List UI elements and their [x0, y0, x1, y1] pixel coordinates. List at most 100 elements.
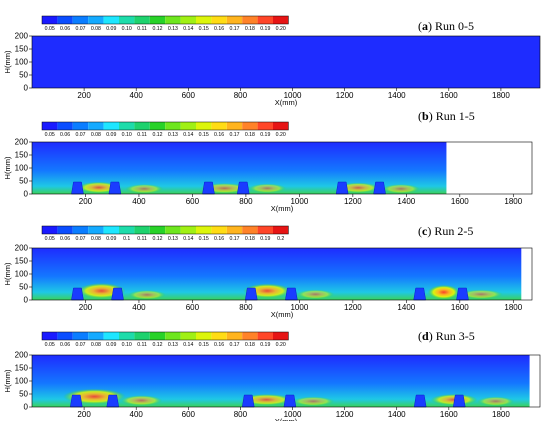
- colorbar-swatch: [165, 226, 181, 234]
- colorbar-tick-label: 0.16: [214, 342, 224, 348]
- y-tick-label: 200: [15, 244, 29, 253]
- colorbar-swatch: [242, 122, 258, 130]
- colorbar-tick-label: 0.15: [199, 132, 209, 138]
- colorbar-tick-label: 0.17: [229, 132, 239, 138]
- obstacle-marker: [111, 287, 124, 301]
- colorbar-tick-label: 0.08: [91, 342, 101, 348]
- colorbar-tick-label: 0.20: [276, 342, 286, 348]
- colorbar-tick-label: 0.19: [260, 236, 270, 242]
- colorbar-swatch: [72, 16, 89, 24]
- colorbar-tick-label: 0.17: [229, 26, 239, 32]
- colorbar-swatch: [226, 16, 243, 24]
- obstacle-marker: [69, 394, 83, 408]
- colorbar-tick-label: 0.19: [260, 26, 270, 32]
- colorbar-tick-label: 0.16: [214, 132, 224, 138]
- colorbar-swatch: [273, 226, 289, 234]
- obstacle-marker: [285, 287, 298, 301]
- x-tick-label: 1600: [451, 197, 469, 206]
- colorbar-swatch: [273, 332, 289, 340]
- colorbar-tick-label: 0.09: [106, 342, 116, 348]
- colorbar-swatch: [119, 122, 135, 130]
- colorbar-swatch: [149, 122, 166, 130]
- x-tick-label: 1600: [451, 303, 469, 312]
- colorbar-tick-label: 0.15: [199, 342, 209, 348]
- colorbar-tick-label: 0.11: [137, 342, 147, 348]
- x-axis-label: X(mm): [271, 204, 294, 213]
- colorbar-swatch: [242, 332, 258, 340]
- x-tick-label: 1000: [284, 410, 302, 419]
- x-axis-label: X(mm): [271, 310, 294, 319]
- colorbar-swatch: [134, 122, 150, 130]
- colorbar-swatch: [196, 16, 212, 24]
- y-tick-label: 50: [19, 283, 28, 292]
- obstacle-marker: [236, 181, 250, 195]
- colorbar-swatch: [42, 16, 58, 24]
- x-axis-label: X(mm): [275, 417, 298, 421]
- colorbar-tick-label: 0.05: [45, 236, 55, 242]
- obstacle-marker: [71, 287, 84, 301]
- y-axis-label: H(mm): [3, 369, 12, 392]
- obstacle-marker: [241, 394, 255, 408]
- y-axis-label: H(mm): [3, 156, 12, 179]
- colorbar-swatch: [88, 332, 104, 340]
- colorbar-tick-label: 0.08: [91, 132, 101, 138]
- colorbar-tick-label: 0.14: [183, 342, 193, 348]
- obstacle-marker: [244, 287, 258, 301]
- x-tick-label: 800: [234, 410, 248, 419]
- colorbar-swatch: [180, 16, 196, 24]
- obstacle-marker: [283, 394, 297, 408]
- obstacle-marker: [108, 181, 122, 195]
- hotspot: [430, 394, 478, 406]
- x-tick-label: 600: [186, 303, 200, 312]
- colorbar-swatch: [180, 226, 196, 234]
- x-tick-label: 200: [77, 410, 91, 419]
- panel-d: 0.05 0.06 0.07 0.08 0.09 0.10 0.11 0.12 0.13 0.14…: [3, 329, 541, 421]
- y-tick-label: 100: [15, 270, 29, 279]
- x-tick-label: 800: [239, 303, 253, 312]
- colorbar-swatch: [180, 332, 196, 340]
- panel-title: (d) Run 3-5: [418, 329, 475, 343]
- colorbar-swatch: [88, 16, 104, 24]
- colorbar-tick-label: 0.12: [152, 26, 162, 32]
- obstacle-marker: [335, 181, 349, 195]
- y-tick-label: 200: [15, 138, 29, 147]
- y-tick-label: 150: [15, 45, 29, 54]
- hotspot: [120, 395, 163, 406]
- colorbar-tick-label: 0.13: [168, 26, 178, 32]
- colorbar-swatch: [119, 16, 135, 24]
- hotspot: [125, 184, 164, 194]
- obstacle-marker: [413, 287, 426, 301]
- y-tick-label: 0: [24, 403, 29, 412]
- panel-a: 0.05 0.06 0.07 0.08 0.09 0.10 0.11 0.12 0.13 0.14…: [3, 15, 541, 107]
- colorbar-swatch: [257, 16, 273, 24]
- colorbar-swatch: [72, 332, 89, 340]
- colorbar-tick-label: 0.13: [168, 342, 178, 348]
- colorbar-swatch: [103, 332, 119, 340]
- colorbar-tick-label: 0.11: [137, 236, 147, 242]
- x-tick-label: 800: [239, 197, 253, 206]
- hotspot: [427, 284, 460, 300]
- x-tick-label: 1000: [290, 303, 308, 312]
- colorbar-tick-label: 0.14: [183, 26, 193, 32]
- x-tick-label: 1200: [336, 91, 354, 100]
- colorbar-swatch: [257, 226, 273, 234]
- colorbar-tick-label: 0.09: [106, 26, 116, 32]
- colorbar-swatch: [211, 332, 227, 340]
- colorbar-swatch: [180, 122, 196, 130]
- colorbar-tick-label: 0.12: [152, 236, 162, 242]
- x-tick-label: 1200: [344, 303, 362, 312]
- colorbar-swatch: [119, 226, 135, 234]
- colorbar-frame: [41, 121, 289, 131]
- hotspot: [477, 396, 514, 406]
- colorbar-swatch: [165, 332, 181, 340]
- x-tick-label: 1600: [440, 91, 458, 100]
- colorbar-tick-label: 0.12: [152, 132, 162, 138]
- y-axis-label: H(mm): [3, 262, 12, 285]
- colorbar-swatch: [134, 16, 150, 24]
- colorbar-swatch: [196, 122, 212, 130]
- x-tick-label: 1800: [504, 303, 522, 312]
- y-tick-label: 200: [15, 32, 29, 41]
- colorbar-tick-label: 0.09: [106, 236, 116, 242]
- colorbar-tick-label: 0.13: [168, 132, 178, 138]
- y-axis-label: H(mm): [3, 50, 12, 73]
